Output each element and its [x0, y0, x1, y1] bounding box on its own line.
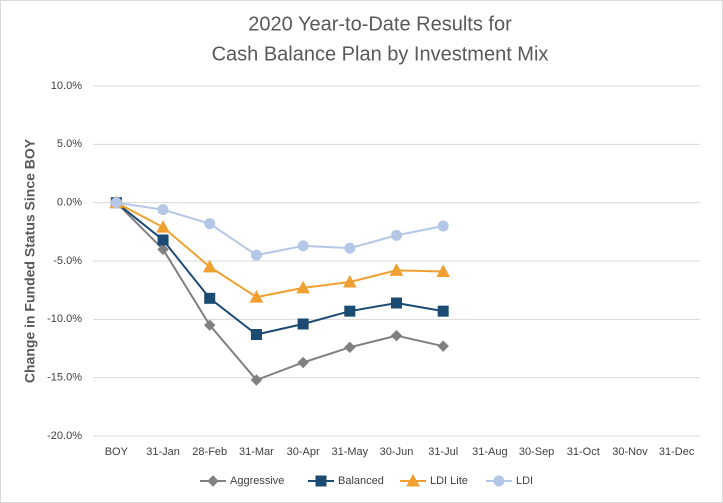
data-point	[250, 374, 263, 386]
x-tick-label: 31-Dec	[659, 446, 695, 458]
data-point	[344, 242, 356, 254]
legend-marker	[207, 475, 219, 487]
x-tick-label: 30-Nov	[612, 446, 648, 458]
series-line	[115, 201, 444, 336]
data-point	[110, 197, 122, 209]
data-point	[250, 249, 262, 261]
data-point	[389, 263, 404, 276]
x-tick-label: 30-Sep	[519, 446, 554, 458]
data-point	[297, 240, 309, 252]
legend-label: LDI	[516, 475, 533, 487]
y-tick-label: 0.0%	[57, 197, 82, 209]
data-point	[436, 264, 451, 277]
x-tick-label: 31-May	[331, 446, 368, 458]
data-point	[344, 305, 356, 317]
x-tick-label: 31-Mar	[239, 446, 274, 458]
series-line	[116, 201, 444, 257]
data-point	[157, 204, 169, 216]
data-point	[202, 259, 217, 273]
y-tick-label: -10.0%	[47, 313, 82, 325]
series-line	[115, 201, 444, 382]
data-point	[156, 220, 170, 233]
y-tick-label: -15.0%	[47, 372, 82, 384]
data-point	[437, 340, 449, 352]
legend-marker	[493, 475, 505, 487]
x-tick-label: 31-Oct	[567, 446, 600, 458]
chart-title: Cash Balance Plan by Investment Mix	[212, 43, 549, 65]
data-point	[204, 319, 216, 331]
legend-label: LDI Lite	[430, 475, 468, 487]
x-tick-label: 31-Jan	[146, 446, 180, 458]
y-axis-label: Change in Funded Status Since BOY	[22, 138, 38, 383]
data-point	[157, 234, 169, 246]
data-point	[204, 292, 216, 304]
data-point	[391, 297, 402, 309]
x-tick-label: 31-Aug	[472, 446, 507, 458]
x-tick-label: 30-Apr	[287, 446, 320, 458]
legend-marker	[406, 473, 420, 487]
data-point	[344, 341, 356, 354]
data-point	[297, 318, 309, 330]
data-point	[296, 280, 310, 294]
data-point	[250, 329, 262, 340]
x-tick-label: 28-Feb	[192, 446, 227, 458]
legend-label: Balanced	[338, 475, 384, 487]
data-point	[437, 305, 449, 317]
y-tick-label: -20.0%	[47, 430, 82, 442]
x-tick-label: 31-Jul	[428, 446, 458, 458]
data-point	[249, 290, 264, 303]
legend-marker	[315, 475, 327, 487]
data-point	[157, 243, 169, 256]
data-point	[390, 329, 403, 342]
y-tick-label: 5.0%	[57, 138, 82, 150]
data-point	[342, 274, 357, 288]
x-tick-label: BOY	[105, 446, 129, 458]
data-point	[437, 220, 449, 232]
data-point	[297, 356, 309, 369]
x-tick-label: 30-Jun	[380, 446, 414, 458]
data-point	[391, 229, 402, 241]
legend-label: Aggressive	[230, 475, 284, 487]
chart-title: 2020 Year-to-Date Results for	[248, 13, 512, 35]
y-tick-label: 10.0%	[51, 80, 82, 92]
series-line	[115, 201, 444, 299]
y-tick-label: -5.0%	[53, 255, 82, 267]
data-point	[204, 218, 216, 230]
